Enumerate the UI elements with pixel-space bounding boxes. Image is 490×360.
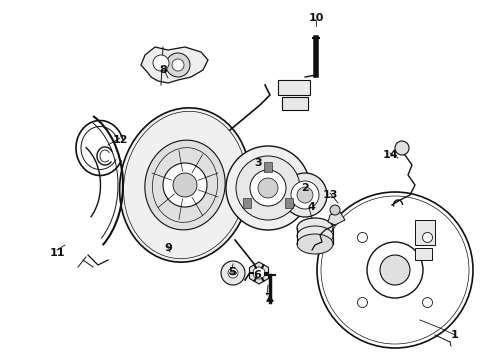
Circle shape — [253, 267, 265, 279]
Circle shape — [395, 141, 409, 155]
Circle shape — [330, 205, 340, 215]
Polygon shape — [328, 212, 345, 225]
Polygon shape — [282, 97, 308, 110]
Ellipse shape — [297, 218, 333, 238]
Polygon shape — [141, 47, 208, 83]
Polygon shape — [264, 162, 272, 172]
Circle shape — [258, 178, 278, 198]
Text: 10: 10 — [308, 13, 324, 23]
Circle shape — [422, 297, 433, 307]
Text: 14: 14 — [382, 150, 398, 160]
Circle shape — [283, 173, 327, 217]
Text: 8: 8 — [159, 65, 167, 75]
Circle shape — [153, 55, 169, 71]
Polygon shape — [415, 248, 432, 260]
Circle shape — [163, 163, 207, 207]
Ellipse shape — [229, 271, 237, 275]
Text: 2: 2 — [301, 183, 309, 193]
Text: 12: 12 — [112, 135, 128, 145]
Circle shape — [236, 156, 300, 220]
Circle shape — [228, 268, 238, 278]
Circle shape — [358, 297, 368, 307]
Circle shape — [226, 146, 310, 230]
Text: 3: 3 — [254, 158, 262, 168]
Circle shape — [221, 261, 245, 285]
Ellipse shape — [297, 234, 333, 254]
Text: 1: 1 — [451, 330, 459, 340]
Text: 4: 4 — [307, 202, 315, 212]
Circle shape — [173, 173, 197, 197]
Ellipse shape — [120, 108, 250, 262]
Circle shape — [172, 59, 184, 71]
Text: 11: 11 — [49, 248, 65, 258]
Circle shape — [367, 242, 423, 298]
Ellipse shape — [297, 226, 333, 246]
Circle shape — [166, 53, 190, 77]
Text: 6: 6 — [253, 270, 261, 280]
Polygon shape — [285, 198, 293, 208]
Text: 5: 5 — [228, 267, 236, 277]
Circle shape — [317, 192, 473, 348]
Text: 9: 9 — [164, 243, 172, 253]
Circle shape — [291, 181, 319, 209]
Circle shape — [380, 255, 410, 285]
Polygon shape — [278, 80, 310, 95]
Circle shape — [358, 233, 368, 243]
Circle shape — [422, 233, 433, 243]
Circle shape — [250, 170, 286, 206]
Text: 13: 13 — [322, 190, 338, 200]
Text: 7: 7 — [264, 293, 272, 303]
Polygon shape — [243, 198, 251, 208]
Polygon shape — [415, 220, 435, 245]
Ellipse shape — [145, 140, 225, 230]
Polygon shape — [249, 262, 269, 284]
Circle shape — [297, 187, 313, 203]
